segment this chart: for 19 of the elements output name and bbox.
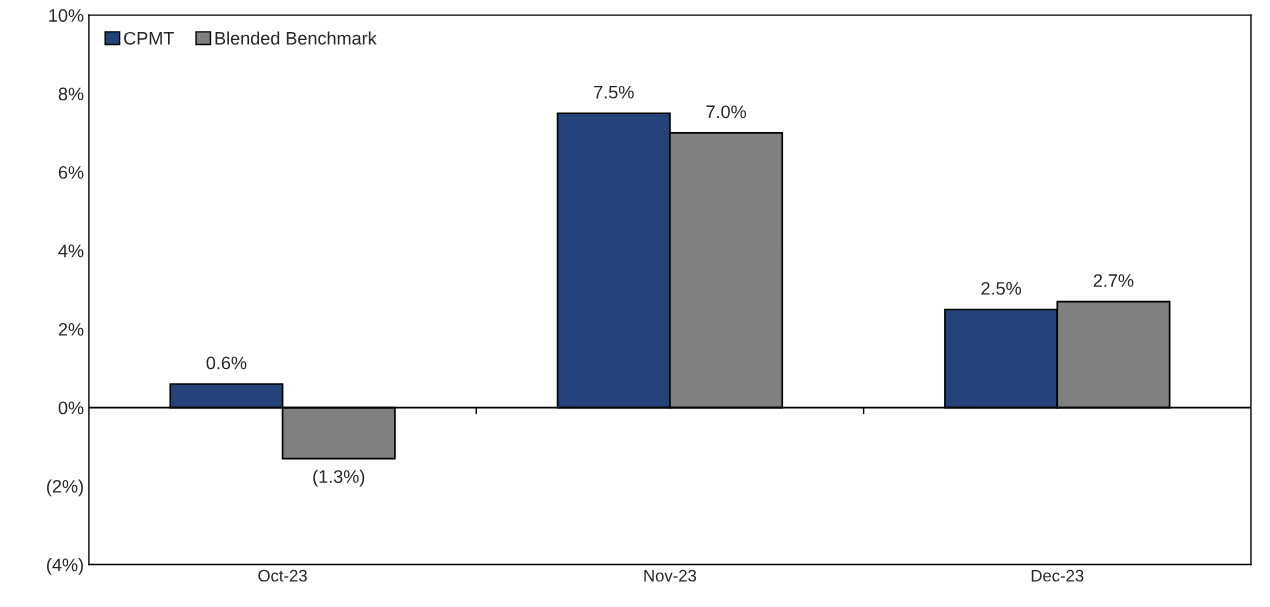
y-tick-label: (4%): [47, 557, 83, 575]
x-tick-label: Nov-23: [644, 569, 697, 582]
data-label: 2.7%: [1093, 274, 1134, 287]
legend-label: CPMT: [124, 31, 174, 45]
data-label: 7.0%: [706, 105, 747, 119]
y-tick-label: 0%: [58, 401, 84, 415]
x-tick-label: Oct-23: [258, 569, 307, 582]
data-label: (1.3%): [313, 469, 365, 487]
data-label: 7.5%: [594, 85, 634, 99]
y-tick-label: (2%): [47, 479, 83, 497]
y-tick-label: 10%: [49, 9, 84, 22]
legend-label: Blended Benchmark: [215, 31, 377, 45]
y-tick-label: 8%: [58, 87, 84, 101]
data-label: 0.6%: [206, 356, 247, 370]
data-label: 2.5%: [981, 282, 1022, 295]
y-tick-label: 4%: [58, 244, 84, 258]
y-tick-label: 2%: [58, 323, 84, 336]
x-tick-label: Dec-23: [1031, 569, 1084, 582]
y-tick-label: 6%: [58, 166, 84, 179]
